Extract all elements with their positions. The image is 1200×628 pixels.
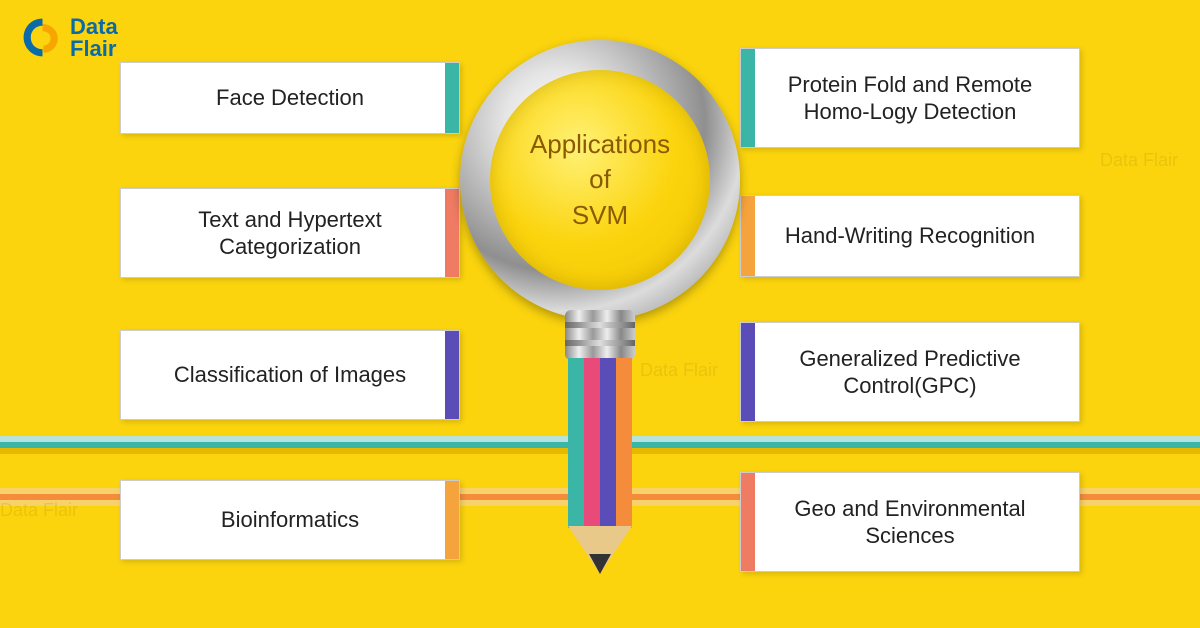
- box-label: Face Detection: [216, 84, 364, 112]
- box-label: Generalized Predictive Control(GPC): [780, 345, 1040, 400]
- pencil-body: [568, 358, 632, 528]
- pencil-ferrule: [565, 310, 635, 360]
- magnifier-icon: Applications of SVM: [460, 40, 740, 320]
- center-graphic: Applications of SVM: [450, 40, 750, 600]
- application-box-left-1: Text and Hypertext Categorization: [120, 188, 460, 278]
- title-line2: of: [589, 164, 611, 194]
- application-box-left-0: Face Detection: [120, 62, 460, 134]
- pencil-lead: [589, 554, 611, 574]
- center-title: Applications of SVM: [530, 127, 670, 232]
- title-line1: Applications: [530, 129, 670, 159]
- box-label: Hand-Writing Recognition: [785, 222, 1035, 250]
- application-box-right-3: Geo and Environmental Sciences: [740, 472, 1080, 572]
- box-label: Classification of Images: [174, 361, 406, 389]
- application-box-left-3: Bioinformatics: [120, 480, 460, 560]
- application-box-right-2: Generalized Predictive Control(GPC): [740, 322, 1080, 422]
- application-box-right-1: Hand-Writing Recognition: [740, 195, 1080, 277]
- box-label: Geo and Environmental Sciences: [780, 495, 1040, 550]
- box-label: Protein Fold and Remote Homo-Logy Detect…: [780, 71, 1040, 126]
- watermark: Data Flair: [1100, 150, 1178, 171]
- application-box-left-2: Classification of Images: [120, 330, 460, 420]
- watermark: Data Flair: [0, 500, 78, 521]
- pencil-stripe: [600, 358, 616, 528]
- box-label: Bioinformatics: [221, 506, 359, 534]
- pencil-stripe: [568, 358, 584, 528]
- magnifier-lens: Applications of SVM: [490, 70, 710, 290]
- title-line3: SVM: [572, 200, 628, 230]
- pencil-stripe: [584, 358, 600, 528]
- application-box-right-0: Protein Fold and Remote Homo-Logy Detect…: [740, 48, 1080, 148]
- pencil-stripe: [616, 358, 632, 528]
- box-label: Text and Hypertext Categorization: [160, 206, 420, 261]
